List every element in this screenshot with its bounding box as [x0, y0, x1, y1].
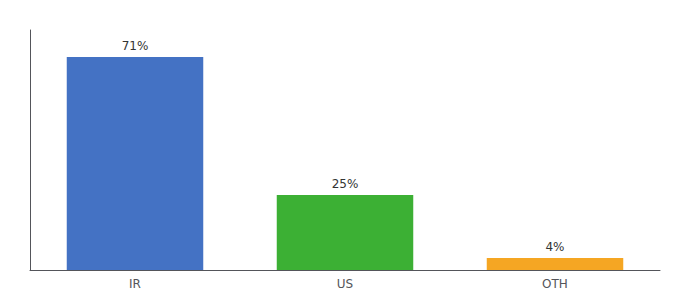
svg-text:4%: 4%	[545, 240, 564, 254]
svg-text:OTH: OTH	[542, 277, 568, 291]
svg-text:71%: 71%	[122, 39, 149, 53]
svg-text:US: US	[337, 277, 353, 291]
svg-text:IR: IR	[129, 277, 141, 291]
svg-text:25%: 25%	[332, 177, 359, 191]
